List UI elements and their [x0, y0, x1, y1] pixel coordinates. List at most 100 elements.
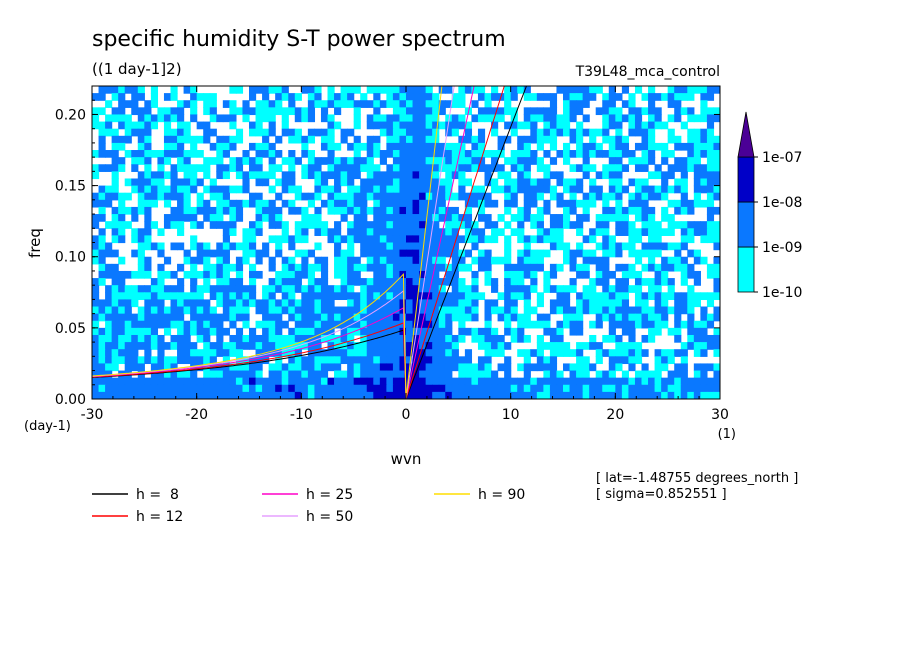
heatmap-cell — [687, 135, 695, 144]
heatmap-cell — [425, 256, 433, 265]
heatmap-cell — [196, 285, 204, 293]
heatmap-cell — [235, 334, 244, 343]
heatmap-cell — [471, 235, 479, 244]
heatmap-cell — [150, 93, 159, 101]
heatmap-cell — [340, 199, 348, 208]
heatmap-cell — [464, 313, 473, 322]
heatmap-cell — [327, 206, 335, 215]
heatmap-cell — [170, 128, 178, 137]
heatmap-cell — [530, 349, 538, 357]
heatmap-cell — [360, 306, 368, 315]
heatmap-cell — [464, 135, 473, 144]
heatmap-cell — [288, 356, 296, 365]
heatmap-cell — [458, 384, 466, 393]
heatmap-cell — [111, 278, 119, 286]
heatmap-cell — [203, 256, 211, 265]
heatmap-cell — [229, 121, 237, 130]
heatmap-cell — [203, 299, 211, 308]
heatmap-cell — [425, 171, 433, 180]
heatmap-cell — [320, 334, 329, 343]
heatmap-cell — [288, 199, 296, 208]
heatmap-cell — [360, 164, 368, 172]
heatmap-cell — [582, 114, 590, 123]
heatmap-cell — [621, 150, 630, 158]
heatmap-cell — [98, 263, 106, 272]
heatmap-cell — [366, 356, 374, 365]
heatmap-cell — [432, 334, 440, 343]
heatmap-cell — [399, 285, 407, 293]
heatmap-cell — [255, 370, 263, 379]
heatmap-cell — [196, 206, 204, 215]
heatmap-cell — [425, 157, 433, 165]
heatmap-cell — [314, 157, 322, 165]
heatmap-cell — [347, 242, 355, 251]
heatmap-cell — [419, 278, 427, 286]
heatmap-cell — [118, 377, 126, 386]
heatmap-cell — [170, 114, 178, 123]
heatmap-cell — [379, 199, 387, 208]
heatmap-cell — [667, 171, 675, 180]
heatmap-cell — [275, 278, 283, 286]
heatmap-cell — [680, 391, 688, 399]
heatmap-cell — [216, 370, 224, 379]
heatmap-cell — [334, 349, 342, 357]
heatmap-cell — [713, 221, 720, 229]
heatmap-cell — [144, 299, 152, 308]
heatmap-cell — [517, 377, 525, 386]
heatmap-cell — [347, 377, 355, 386]
y-tick-label: 0.20 — [55, 107, 86, 123]
heatmap-cell — [641, 178, 649, 187]
heatmap-cell — [458, 299, 466, 308]
heatmap-cell — [425, 270, 433, 279]
heatmap-cell — [373, 93, 381, 101]
heatmap-cell — [392, 228, 401, 236]
heatmap-cell — [314, 292, 322, 301]
heatmap-cell — [536, 192, 544, 201]
heatmap-cell — [504, 384, 512, 393]
heatmap-cell — [549, 135, 558, 144]
heatmap-cell — [687, 306, 695, 315]
heatmap-cell — [477, 114, 486, 123]
heatmap-cell — [687, 320, 695, 329]
heatmap-cell — [549, 327, 558, 336]
heatmap-cell — [432, 185, 440, 194]
heatmap-cell — [235, 292, 244, 301]
heatmap-cell — [680, 270, 688, 279]
heatmap-cell — [268, 164, 276, 172]
heatmap-cell — [445, 150, 453, 158]
heatmap-cell — [373, 370, 381, 379]
heatmap-cell — [425, 299, 433, 308]
heatmap-cell — [334, 206, 342, 215]
heatmap-cell — [288, 278, 296, 286]
heatmap-cell — [320, 270, 329, 279]
heatmap-cell — [458, 256, 466, 265]
heatmap-cell — [216, 334, 224, 343]
heatmap-cell — [432, 114, 440, 123]
heatmap-cell — [680, 121, 688, 130]
heatmap-cell — [334, 142, 342, 151]
heatmap-cell — [190, 206, 198, 215]
heatmap-cell — [661, 270, 669, 279]
heatmap-cell — [634, 199, 643, 208]
heatmap-cell — [170, 370, 178, 379]
heatmap-cell — [118, 107, 126, 116]
heatmap-cell — [680, 107, 688, 116]
heatmap-cell — [379, 157, 387, 165]
heatmap-cell — [445, 100, 453, 108]
heatmap-cell — [530, 121, 538, 130]
heatmap-cell — [471, 270, 479, 279]
heatmap-cell — [320, 327, 329, 336]
heatmap-cell — [693, 192, 701, 201]
heatmap-cell — [458, 86, 466, 94]
heatmap-cell — [235, 86, 244, 94]
heatmap-cell — [648, 171, 656, 180]
heatmap-cell — [589, 86, 597, 94]
heatmap-cell — [373, 150, 381, 158]
heatmap-cell — [366, 121, 374, 130]
heatmap-cell — [621, 391, 630, 399]
heatmap-cell — [118, 349, 126, 357]
heatmap-cell — [693, 370, 701, 379]
heatmap-cell — [314, 363, 322, 372]
heatmap-cell — [392, 93, 401, 101]
heatmap-cell — [340, 356, 348, 365]
